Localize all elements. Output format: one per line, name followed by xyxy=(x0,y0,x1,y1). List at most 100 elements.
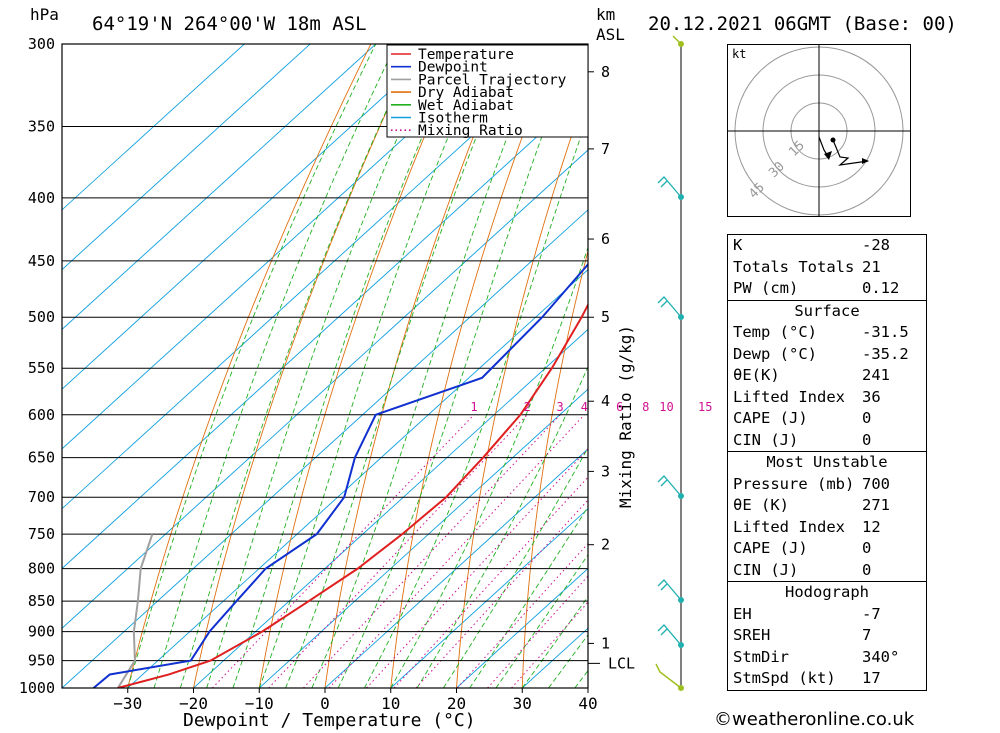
header-location: 64°19'N 264°00'W 18m ASL xyxy=(92,13,367,35)
hodograph: kt 15 30 45 xyxy=(727,44,911,217)
isotherm-line xyxy=(258,388,588,688)
mu-pressure-label: Pressure (mb) xyxy=(733,474,855,493)
surface-theta-value: 241 xyxy=(862,366,890,384)
temperature-tick-label: 10 xyxy=(381,694,400,713)
mixing-ratio-label: 10 xyxy=(659,400,673,414)
pressure-tick-label: 550 xyxy=(28,359,55,377)
mixing-ratio-label: 1 xyxy=(470,400,477,414)
hodograph-ring-label-30: 30 xyxy=(766,159,788,181)
mu-cin-label: CIN (J) xyxy=(733,560,799,579)
row-stmdir: StmDir 340° xyxy=(728,647,926,669)
hodograph-ring-label-15: 15 xyxy=(786,138,808,160)
hodo-stats-title: Hodograph xyxy=(785,583,869,601)
wind-barb xyxy=(657,475,682,497)
row-pw: PW (cm) 0.12 xyxy=(728,278,926,300)
isotherm-line xyxy=(324,448,588,688)
stmdir-label: StmDir xyxy=(733,647,789,666)
pressure-axis: 300 350 400 450 500 550 600 650 700 750 800 850 900 9… xyxy=(19,35,55,697)
mixing-ratio-line xyxy=(366,448,588,688)
parcel-trajectory-line xyxy=(117,533,154,688)
profiles xyxy=(92,262,588,688)
row-stmspd: StmSpd (kt) 17 xyxy=(728,668,926,690)
wind-barb-flag xyxy=(660,300,668,308)
pw-label: PW (cm) xyxy=(733,279,799,297)
row-surface-temp: Temp (°C) -31.5 xyxy=(728,322,926,344)
wet-adiabat-line xyxy=(311,44,545,688)
surface-cin-label: CIN (J) xyxy=(733,430,799,449)
pressure-tick-label: 750 xyxy=(28,525,55,543)
pressure-tick-label: 700 xyxy=(28,488,55,506)
pressure-tick-label: 450 xyxy=(28,252,55,270)
row-totals: Totals Totals 21 xyxy=(728,257,926,279)
hodograph-stats-section: Hodograph EH -7 SREH 7 StmDir 340° StmSpd (… xyxy=(727,581,927,691)
wet-adiabat-line xyxy=(495,554,588,688)
surface-section: Surface Temp (°C) -31.5 Dewp (°C) -35.2 θE… xyxy=(727,299,927,451)
mu-li-label: Lifted Index xyxy=(733,517,845,536)
hodograph-end-arrow xyxy=(862,158,869,164)
footer-copyright: ©weatheronline.co.uk xyxy=(714,709,915,730)
wind-barb xyxy=(657,579,682,601)
pressure-tick-label: 800 xyxy=(28,560,55,578)
wet-adiabat-line xyxy=(469,505,588,688)
row-mu-cin: CIN (J) 0 xyxy=(728,560,926,582)
isotherm-line xyxy=(62,44,246,211)
mixing-ratio-line xyxy=(456,542,588,688)
surface-cape-label: CAPE (J) xyxy=(733,409,808,427)
surface-li-label: Lifted Index xyxy=(733,387,845,406)
isotherm-line xyxy=(62,44,311,271)
row-k: K -28 xyxy=(728,235,926,257)
mu-theta-label: θE (K) xyxy=(733,496,789,514)
wet-adiabat-line xyxy=(258,44,488,688)
row-surface-dewp: Dewp (°C) -35.2 xyxy=(728,344,926,366)
x-axis-title: Dewpoint / Temperature (°C) xyxy=(183,710,476,731)
legend-label: Isotherm xyxy=(418,111,488,127)
km-tick-label: 7 xyxy=(601,140,610,158)
temperature-tick-label: −10 xyxy=(245,694,274,713)
k-label: K xyxy=(733,236,743,254)
wind-barb xyxy=(657,176,682,198)
mu-cin-value: 0 xyxy=(862,560,872,579)
mu-cape-value: 0 xyxy=(862,539,872,557)
hodograph-storm-marker xyxy=(824,151,832,160)
wet-adiabat-line xyxy=(127,44,377,688)
most-unstable-title: Most Unstable xyxy=(766,453,888,471)
isotherm-line xyxy=(62,44,443,390)
sreh-value: 7 xyxy=(862,626,872,644)
isotherm-line xyxy=(62,44,377,330)
km-tick-label: 1 xyxy=(601,634,610,652)
legend-label: Dry Adiabat xyxy=(418,85,514,101)
legend-box xyxy=(386,44,589,138)
wet-adiabat-line xyxy=(442,446,588,688)
hodograph-ring-label-45: 45 xyxy=(746,180,768,202)
k-value: -28 xyxy=(862,236,890,254)
indices-panel: K -28 Totals Totals 21 PW (cm) 0.12 Surface… xyxy=(727,234,927,691)
dry-adiabat-line xyxy=(949,26,982,688)
basic-indices: K -28 Totals Totals 21 PW (cm) 0.12 xyxy=(727,234,927,300)
row-mu-li: Lifted Index 12 xyxy=(728,517,926,539)
mixing-ratio-label: 15 xyxy=(698,400,712,414)
wind-barb xyxy=(657,624,682,646)
pressure-tick-label: 500 xyxy=(28,308,55,326)
mixing-ratio-label: 8 xyxy=(642,400,649,414)
wind-barb-flag xyxy=(660,180,668,188)
surface-temp-label: Temp (°C) xyxy=(733,323,817,341)
right-unit-km: km xyxy=(596,5,615,24)
right-unit-asl: ASL xyxy=(596,25,625,44)
wind-barb-surface xyxy=(655,663,682,689)
header-datetime: 20.12.2021 06GMT (Base: 00) xyxy=(648,13,957,35)
wet-adiabat-line xyxy=(179,44,418,688)
dewpoint-line xyxy=(92,262,588,688)
dry-adiabat-line xyxy=(127,44,372,688)
pressure-tick-label: 650 xyxy=(28,449,55,467)
wet-adiabat-line xyxy=(206,44,440,688)
dry-adiabat-line xyxy=(324,44,512,688)
surface-cape-value: 0 xyxy=(862,409,872,427)
row-surface-li: Lifted Index 36 xyxy=(728,387,926,409)
mixing-ratio-line xyxy=(415,499,588,688)
temperature-tick-label: 30 xyxy=(513,694,532,713)
most-unstable-section: Most Unstable Pressure (mb) 700 θE (K) 271… xyxy=(727,451,927,581)
pressure-tick-label: 350 xyxy=(28,117,55,135)
pressure-tick-label: 300 xyxy=(28,35,55,53)
totals-value: 21 xyxy=(862,257,881,276)
dry-adiabat-line xyxy=(521,249,588,688)
